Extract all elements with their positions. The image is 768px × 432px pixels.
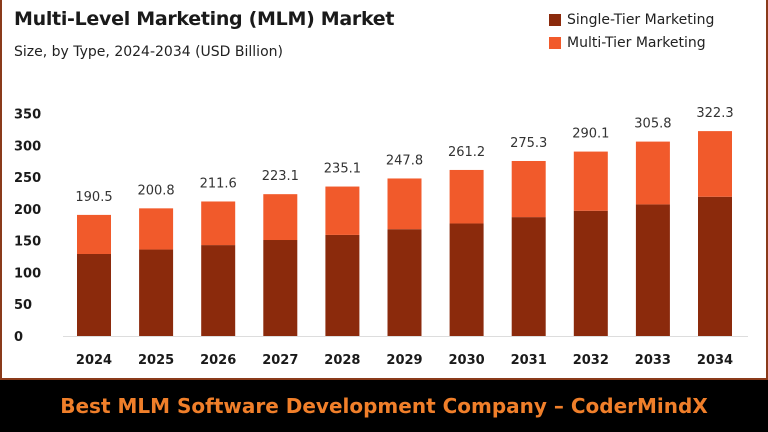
data-label-total: 305.8: [634, 117, 671, 132]
bar-multi-tier-2031: [511, 160, 546, 218]
bar-multi-tier-2027: [263, 194, 298, 241]
data-label-total: 235.1: [324, 162, 361, 177]
y-tick-label: 350: [14, 108, 41, 123]
x-tick-label: 2031: [511, 353, 547, 368]
y-tick-label: 100: [14, 266, 41, 281]
chart-subtitle: Size, by Type, 2024-2034 (USD Billion): [14, 44, 283, 60]
data-label-total: 322.3: [696, 106, 733, 121]
x-tick-label: 2026: [200, 353, 236, 368]
bar-chart: 0 50 100 150 200 250 300 350 190.5 2024 200.8 2025 2…: [14, 106, 748, 368]
legend-item-multi-tier: Multi-Tier Marketing: [549, 31, 714, 54]
bar-single-tier-2029: [387, 229, 422, 336]
bar-multi-tier-2024: [77, 214, 111, 254]
y-tick-label: 250: [14, 171, 41, 186]
x-tick-label: 2034: [697, 353, 733, 368]
data-label-total: 261.2: [448, 145, 485, 160]
bar-multi-tier-2029: [387, 178, 422, 230]
x-tick-label: 2027: [262, 353, 298, 368]
x-tick-label: 2030: [449, 353, 485, 368]
bar-multi-tier-2030: [449, 169, 484, 224]
y-tick-label: 0: [14, 330, 23, 345]
bar-single-tier-2032: [573, 210, 608, 336]
x-tick-label: 2028: [324, 353, 360, 368]
bar-single-tier-2024: [77, 253, 111, 336]
x-tick-label: 2024: [76, 353, 112, 368]
legend-item-single-tier: Single-Tier Marketing: [549, 8, 714, 31]
legend-swatch-multi-tier: [549, 36, 561, 49]
legend-label: Multi-Tier Marketing: [567, 34, 706, 51]
y-tick-label: 50: [14, 298, 32, 313]
x-tick-label: 2025: [138, 353, 174, 368]
bar-multi-tier-2028: [325, 186, 360, 235]
bar-single-tier-2025: [139, 249, 174, 336]
bar-single-tier-2026: [201, 245, 236, 336]
bar-single-tier-2028: [325, 234, 360, 336]
bar-single-tier-2027: [263, 240, 298, 336]
data-label-total: 211.6: [200, 176, 237, 191]
bar-multi-tier-2026: [201, 201, 236, 246]
x-tick-label: 2029: [386, 353, 422, 368]
data-label-total: 223.1: [262, 169, 299, 184]
legend: Single-Tier Marketing Multi-Tier Marketi…: [549, 8, 714, 54]
bar-multi-tier-2032: [573, 151, 608, 211]
legend-label: Single-Tier Marketing: [567, 11, 715, 28]
footer-banner: Best MLM Software Development Company – …: [60, 394, 708, 418]
y-tick-label: 150: [14, 235, 41, 250]
data-label-total: 290.1: [572, 127, 609, 142]
bar-single-tier-2030: [449, 223, 484, 336]
bar-multi-tier-2033: [635, 141, 670, 205]
data-label-total: 200.8: [137, 183, 174, 198]
y-tick-label: 300: [14, 139, 41, 154]
x-tick-label: 2033: [635, 353, 671, 368]
bar-multi-tier-2025: [139, 208, 174, 250]
x-tick-label: 2032: [573, 353, 609, 368]
bar-single-tier-2034: [698, 196, 732, 336]
data-label-total: 190.5: [75, 190, 112, 205]
bar-multi-tier-2034: [698, 131, 732, 197]
bar-single-tier-2031: [511, 217, 546, 336]
bar-single-tier-2033: [635, 204, 670, 336]
y-tick-label: 200: [14, 203, 41, 218]
chart-title: Multi-Level Marketing (MLM) Market: [14, 8, 395, 30]
legend-swatch-single-tier: [549, 13, 561, 26]
data-label-total: 275.3: [510, 136, 547, 151]
data-label-total: 247.8: [386, 153, 423, 168]
